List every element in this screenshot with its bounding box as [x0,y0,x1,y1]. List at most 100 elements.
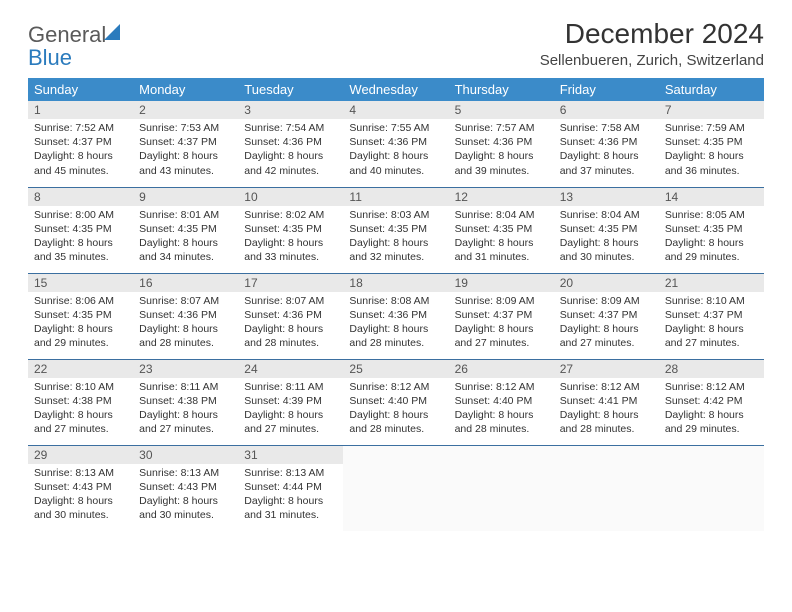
sunset-text: Sunset: 4:36 PM [244,135,337,149]
day-details: Sunrise: 8:09 AMSunset: 4:37 PMDaylight:… [449,292,554,355]
day-details: Sunrise: 8:06 AMSunset: 4:35 PMDaylight:… [28,292,133,355]
sunrise-text: Sunrise: 8:12 AM [349,380,442,394]
calendar-day-cell: 3Sunrise: 7:54 AMSunset: 4:36 PMDaylight… [238,101,343,187]
daylight-line2: and 27 minutes. [665,336,758,350]
day-details: Sunrise: 8:04 AMSunset: 4:35 PMDaylight:… [449,206,554,269]
daylight-line2: and 28 minutes. [560,422,653,436]
daylight-line1: Daylight: 8 hours [349,236,442,250]
daylight-line2: and 35 minutes. [34,250,127,264]
calendar-week-row: 22Sunrise: 8:10 AMSunset: 4:38 PMDayligh… [28,359,764,445]
sunrise-text: Sunrise: 8:08 AM [349,294,442,308]
sunrise-text: Sunrise: 8:13 AM [139,466,232,480]
sunset-text: Sunset: 4:35 PM [455,222,548,236]
day-details: Sunrise: 8:13 AMSunset: 4:43 PMDaylight:… [133,464,238,527]
sunset-text: Sunset: 4:41 PM [560,394,653,408]
day-details: Sunrise: 8:04 AMSunset: 4:35 PMDaylight:… [554,206,659,269]
sunset-text: Sunset: 4:35 PM [139,222,232,236]
calendar-day-cell: 19Sunrise: 8:09 AMSunset: 4:37 PMDayligh… [449,273,554,359]
month-title: December 2024 [540,18,764,50]
logo-sail-icon [104,24,124,45]
day-details: Sunrise: 8:12 AMSunset: 4:42 PMDaylight:… [659,378,764,441]
sunrise-text: Sunrise: 8:09 AM [560,294,653,308]
sunset-text: Sunset: 4:38 PM [139,394,232,408]
calendar-day-cell: 2Sunrise: 7:53 AMSunset: 4:37 PMDaylight… [133,101,238,187]
sunset-text: Sunset: 4:43 PM [34,480,127,494]
daylight-line2: and 43 minutes. [139,164,232,178]
sunrise-text: Sunrise: 8:12 AM [455,380,548,394]
sunrise-text: Sunrise: 8:06 AM [34,294,127,308]
sunset-text: Sunset: 4:35 PM [665,135,758,149]
daylight-line1: Daylight: 8 hours [349,149,442,163]
sunset-text: Sunset: 4:37 PM [139,135,232,149]
day-details: Sunrise: 8:05 AMSunset: 4:35 PMDaylight:… [659,206,764,269]
daylight-line2: and 28 minutes. [349,422,442,436]
daylight-line1: Daylight: 8 hours [665,236,758,250]
day-details: Sunrise: 8:09 AMSunset: 4:37 PMDaylight:… [554,292,659,355]
sunset-text: Sunset: 4:37 PM [455,308,548,322]
daylight-line1: Daylight: 8 hours [34,149,127,163]
daylight-line1: Daylight: 8 hours [34,408,127,422]
weekday-header: Sunday [28,78,133,101]
sunset-text: Sunset: 4:35 PM [34,308,127,322]
daylight-line1: Daylight: 8 hours [244,494,337,508]
daylight-line1: Daylight: 8 hours [244,408,337,422]
daylight-line2: and 27 minutes. [139,422,232,436]
daylight-line1: Daylight: 8 hours [244,149,337,163]
daylight-line2: and 42 minutes. [244,164,337,178]
location-text: Sellenbueren, Zurich, Switzerland [540,52,764,69]
daylight-line2: and 31 minutes. [455,250,548,264]
sunset-text: Sunset: 4:36 PM [455,135,548,149]
sunrise-text: Sunrise: 7:59 AM [665,121,758,135]
daylight-line2: and 28 minutes. [244,336,337,350]
daylight-line1: Daylight: 8 hours [139,236,232,250]
calendar-day-cell: 22Sunrise: 8:10 AMSunset: 4:38 PMDayligh… [28,359,133,445]
daylight-line1: Daylight: 8 hours [139,494,232,508]
day-details: Sunrise: 7:55 AMSunset: 4:36 PMDaylight:… [343,119,448,182]
calendar-day-cell: 13Sunrise: 8:04 AMSunset: 4:35 PMDayligh… [554,187,659,273]
day-details: Sunrise: 8:12 AMSunset: 4:41 PMDaylight:… [554,378,659,441]
sunset-text: Sunset: 4:36 PM [560,135,653,149]
sunrise-text: Sunrise: 8:05 AM [665,208,758,222]
day-details: Sunrise: 8:13 AMSunset: 4:44 PMDaylight:… [238,464,343,527]
calendar-day-cell: 20Sunrise: 8:09 AMSunset: 4:37 PMDayligh… [554,273,659,359]
calendar-day-cell [343,445,448,531]
day-details: Sunrise: 7:59 AMSunset: 4:35 PMDaylight:… [659,119,764,182]
weekday-header: Tuesday [238,78,343,101]
daylight-line1: Daylight: 8 hours [455,322,548,336]
daylight-line1: Daylight: 8 hours [560,236,653,250]
sunset-text: Sunset: 4:40 PM [349,394,442,408]
day-details: Sunrise: 7:54 AMSunset: 4:36 PMDaylight:… [238,119,343,182]
sunset-text: Sunset: 4:36 PM [349,135,442,149]
daylight-line2: and 28 minutes. [349,336,442,350]
sunset-text: Sunset: 4:42 PM [665,394,758,408]
calendar-day-cell: 1Sunrise: 7:52 AMSunset: 4:37 PMDaylight… [28,101,133,187]
day-number: 6 [554,101,659,119]
daylight-line1: Daylight: 8 hours [665,149,758,163]
daylight-line2: and 39 minutes. [455,164,548,178]
daylight-line1: Daylight: 8 hours [560,149,653,163]
day-number: 15 [28,274,133,292]
day-details: Sunrise: 8:11 AMSunset: 4:39 PMDaylight:… [238,378,343,441]
calendar-day-cell: 24Sunrise: 8:11 AMSunset: 4:39 PMDayligh… [238,359,343,445]
sunset-text: Sunset: 4:44 PM [244,480,337,494]
daylight-line1: Daylight: 8 hours [349,408,442,422]
calendar-day-cell: 23Sunrise: 8:11 AMSunset: 4:38 PMDayligh… [133,359,238,445]
calendar-day-cell: 7Sunrise: 7:59 AMSunset: 4:35 PMDaylight… [659,101,764,187]
day-number: 27 [554,360,659,378]
sunrise-text: Sunrise: 8:10 AM [34,380,127,394]
calendar-day-cell: 28Sunrise: 8:12 AMSunset: 4:42 PMDayligh… [659,359,764,445]
daylight-line1: Daylight: 8 hours [34,236,127,250]
daylight-line2: and 27 minutes. [455,336,548,350]
daylight-line2: and 33 minutes. [244,250,337,264]
sunset-text: Sunset: 4:40 PM [455,394,548,408]
sunrise-text: Sunrise: 8:07 AM [139,294,232,308]
day-details: Sunrise: 7:57 AMSunset: 4:36 PMDaylight:… [449,119,554,182]
daylight-line1: Daylight: 8 hours [455,408,548,422]
sunrise-text: Sunrise: 8:04 AM [455,208,548,222]
weekday-header: Friday [554,78,659,101]
daylight-line1: Daylight: 8 hours [139,149,232,163]
calendar-day-cell: 30Sunrise: 8:13 AMSunset: 4:43 PMDayligh… [133,445,238,531]
day-details: Sunrise: 8:11 AMSunset: 4:38 PMDaylight:… [133,378,238,441]
sunrise-text: Sunrise: 8:04 AM [560,208,653,222]
day-details: Sunrise: 8:00 AMSunset: 4:35 PMDaylight:… [28,206,133,269]
